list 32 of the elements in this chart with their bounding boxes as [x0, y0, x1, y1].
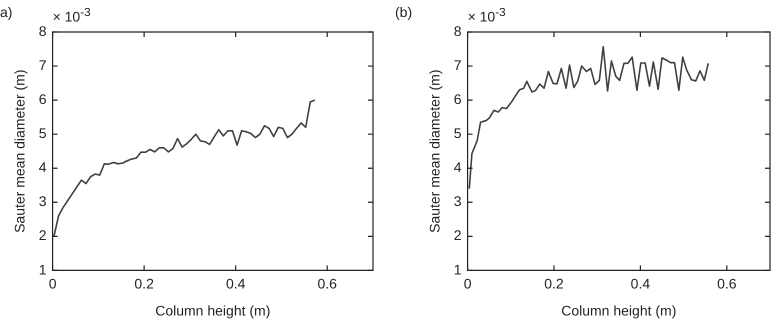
y-tick-label: 6 — [38, 90, 47, 107]
text: × 10$^{-3}$ — [468, 6, 506, 25]
x-tick-label: 0.6 — [717, 276, 737, 292]
y-tick-label: 7 — [38, 56, 47, 73]
x-tick-label: 0.4 — [226, 276, 246, 292]
x-axis-title: Column height (m) — [155, 302, 270, 318]
x-axis-title: Column height (m) — [561, 302, 676, 318]
y-tick-label: 4 — [38, 159, 47, 176]
x-tick-label: 0.4 — [630, 276, 650, 292]
y-tick-label: 3 — [38, 193, 47, 210]
y-tick-label: 4 — [454, 159, 462, 176]
y-tick-label: 5 — [38, 125, 47, 142]
y-tick-label: 2 — [454, 227, 462, 244]
x-tick-label: 0.2 — [134, 276, 154, 292]
x-tick-label: 0 — [48, 276, 57, 292]
y-axis-title: Sauter mean diameter (m) — [426, 69, 442, 233]
x-tick-label: 0 — [464, 276, 472, 292]
y-tick-label: 3 — [454, 193, 462, 210]
y-tick-label: 6 — [454, 90, 462, 107]
y-tick-label: 2 — [38, 227, 47, 244]
chart-title: (b) — [395, 4, 412, 20]
y-tick-label: 5 — [454, 125, 462, 142]
x-tick-label: 0.6 — [317, 276, 338, 292]
y-tick-label: 1 — [38, 261, 47, 278]
chart-title: a) — [0, 4, 12, 20]
x-tick-label: 0.2 — [544, 276, 564, 292]
y-tick-label: 8 — [38, 22, 47, 39]
text: × 10$^{-3}$ — [52, 6, 91, 25]
y-axis-title: Sauter mean diameter (m) — [11, 69, 28, 233]
y-tick-label: 8 — [454, 22, 462, 39]
y-tick-label: 7 — [454, 56, 462, 73]
y-tick-label: 1 — [454, 261, 462, 278]
